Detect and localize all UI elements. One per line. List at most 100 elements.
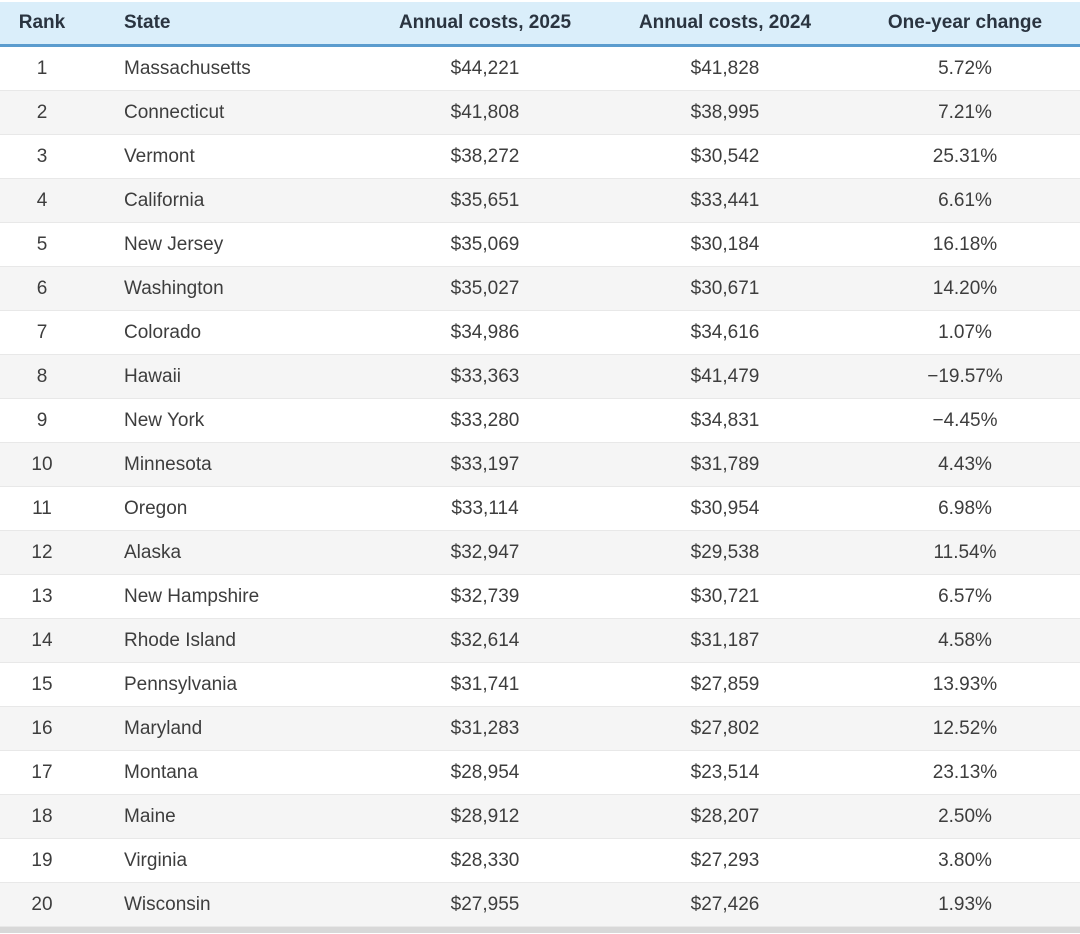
change-cell: −19.57% [927, 365, 1003, 387]
cost-2025-cell: $31,741 [450, 673, 520, 695]
cost-2024-cell: $41,828 [690, 57, 760, 79]
state-cell: New Jersey [124, 233, 224, 255]
change-cell: 5.72% [938, 57, 992, 79]
cost-2024-cell: $30,671 [690, 277, 760, 299]
state-cell: Vermont [124, 145, 195, 167]
column-header-cost-2024: Annual costs, 2024 [600, 2, 850, 47]
rank-cell: 13 [31, 585, 53, 607]
change-cell: 1.07% [938, 321, 992, 343]
cost-2025-cell: $33,363 [450, 365, 520, 387]
cost-2024-cell: $41,479 [690, 365, 760, 387]
state-cell: Wisconsin [124, 893, 211, 915]
cost-2024-cell: $30,721 [690, 585, 760, 607]
state-cell: Colorado [124, 321, 202, 343]
rank-cell: 9 [36, 409, 48, 431]
cost-2025-cell: $34,986 [450, 321, 520, 343]
state-cell: Connecticut [124, 101, 225, 123]
table-row: 6 Washington $35,027 $30,671 14.20% [0, 266, 1080, 311]
change-cell: 1.93% [938, 893, 992, 915]
rank-cell: 14 [31, 629, 53, 651]
change-cell: 13.93% [932, 673, 998, 695]
change-cell: 16.18% [932, 233, 998, 255]
table-row: 5 New Jersey $35,069 $30,184 16.18% [0, 222, 1080, 267]
cost-2025-cell: $27,955 [450, 893, 520, 915]
table-row: 7 Colorado $34,986 $34,616 1.07% [0, 310, 1080, 355]
change-cell: 4.58% [938, 629, 992, 651]
state-cell: Massachusetts [124, 57, 251, 79]
state-cell: Washington [124, 277, 224, 299]
change-cell: 3.80% [938, 849, 992, 871]
cost-2024-cell: $30,184 [690, 233, 760, 255]
cost-2025-cell: $35,069 [450, 233, 520, 255]
bottom-edge-strip [0, 927, 1080, 933]
rank-cell: 8 [36, 365, 48, 387]
state-cell: Oregon [124, 497, 188, 519]
column-header-cost-2025: Annual costs, 2025 [370, 2, 600, 47]
cost-2024-cell: $29,538 [690, 541, 760, 563]
table-header-row: Rank State Annual costs, 2025 Annual cos… [0, 2, 1080, 47]
cost-2025-cell: $33,114 [451, 497, 519, 519]
cost-2024-cell: $28,207 [690, 805, 760, 827]
rank-cell: 2 [36, 101, 48, 123]
state-cell: Minnesota [124, 453, 212, 475]
table-row: 16 Maryland $31,283 $27,802 12.52% [0, 706, 1080, 751]
cost-2025-cell: $28,330 [450, 849, 520, 871]
table-row: 14 Rhode Island $32,614 $31,187 4.58% [0, 618, 1080, 663]
rank-cell: 11 [32, 497, 52, 519]
state-cell: Rhode Island [124, 629, 236, 651]
change-cell: 6.98% [938, 497, 992, 519]
table-row: 19 Virginia $28,330 $27,293 3.80% [0, 838, 1080, 883]
change-cell: 12.52% [932, 717, 998, 739]
rank-cell: 19 [31, 849, 53, 871]
rank-cell: 12 [31, 541, 53, 563]
cost-2025-cell: $35,027 [450, 277, 520, 299]
table-row: 20 Wisconsin $27,955 $27,426 1.93% [0, 882, 1080, 927]
rank-cell: 20 [31, 893, 53, 915]
table-row: 11 Oregon $33,114 $30,954 6.98% [0, 486, 1080, 531]
cost-2025-cell: $28,912 [450, 805, 520, 827]
rank-cell: 5 [36, 233, 48, 255]
cost-2024-cell: $34,616 [690, 321, 760, 343]
change-cell: −4.45% [932, 409, 998, 431]
cost-2025-cell: $33,280 [450, 409, 520, 431]
change-cell: 6.61% [938, 189, 992, 211]
cost-2025-cell: $32,739 [450, 585, 520, 607]
state-cell: California [124, 189, 205, 211]
state-cell: Maine [124, 805, 176, 827]
cost-2024-cell: $23,514 [690, 761, 760, 783]
change-cell: 25.31% [932, 145, 998, 167]
change-cell: 2.50% [938, 805, 992, 827]
rank-cell: 7 [36, 321, 48, 343]
rank-cell: 3 [36, 145, 48, 167]
cost-2024-cell: $38,995 [690, 101, 760, 123]
cost-2024-cell: $34,831 [690, 409, 760, 431]
cost-2025-cell: $41,808 [450, 101, 520, 123]
cost-2024-cell: $27,426 [690, 893, 760, 915]
cost-2025-cell: $33,197 [450, 453, 520, 475]
change-cell: 4.43% [938, 453, 992, 475]
rank-cell: 18 [31, 805, 53, 827]
state-cell: New Hampshire [124, 585, 260, 607]
table-row: 4 California $35,651 $33,441 6.61% [0, 178, 1080, 223]
table-row: 2 Connecticut $41,808 $38,995 7.21% [0, 90, 1080, 135]
rank-cell: 4 [36, 189, 48, 211]
column-header-change: One-year change [850, 2, 1080, 47]
table-body: 1 Massachusetts $44,221 $41,828 5.72% 2 … [0, 45, 1080, 927]
cost-2024-cell: $31,187 [690, 629, 760, 651]
cost-2025-cell: $28,954 [450, 761, 520, 783]
rank-cell: 1 [36, 57, 48, 79]
cost-2025-cell: $35,651 [450, 189, 520, 211]
rank-cell: 16 [31, 717, 53, 739]
rank-cell: 17 [31, 761, 53, 783]
table-row: 17 Montana $28,954 $23,514 23.13% [0, 750, 1080, 795]
state-cell: Hawaii [124, 365, 182, 387]
table-row: 18 Maine $28,912 $28,207 2.50% [0, 794, 1080, 839]
change-cell: 23.13% [932, 761, 998, 783]
cost-2024-cell: $30,542 [690, 145, 760, 167]
rank-cell: 10 [31, 453, 53, 475]
change-cell: 11.54% [933, 541, 997, 563]
table-row: 3 Vermont $38,272 $30,542 25.31% [0, 134, 1080, 179]
cost-2024-cell: $27,802 [690, 717, 760, 739]
